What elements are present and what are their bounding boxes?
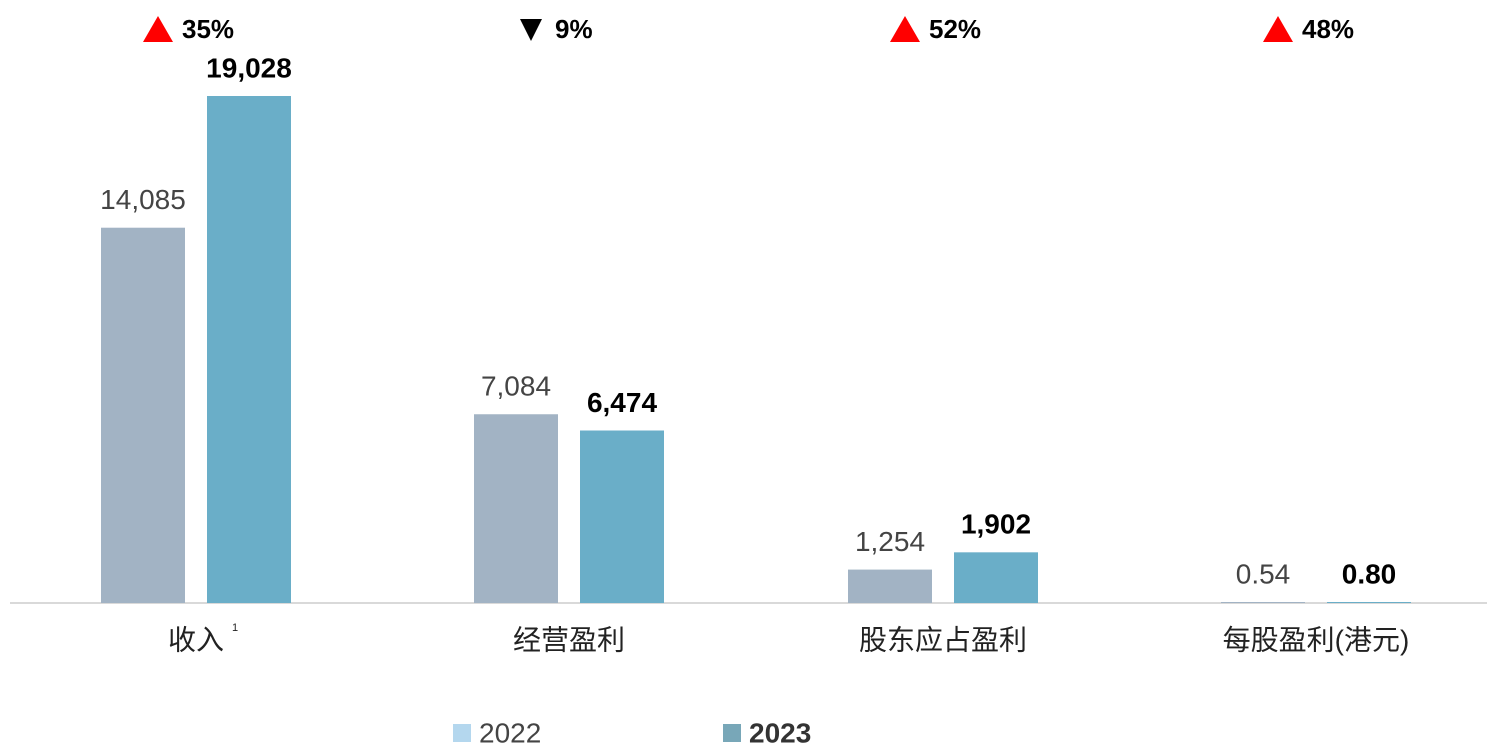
category-label: 经营盈利 [513, 624, 625, 655]
bar [848, 569, 932, 603]
change-label: 35% [182, 14, 234, 44]
legend-swatch [453, 724, 471, 742]
category-label: 收入 [168, 624, 224, 655]
change-label: 48% [1302, 14, 1354, 44]
legend-swatch [723, 724, 741, 742]
bar [474, 414, 558, 603]
category-note: 1 [232, 622, 238, 634]
value-label: 0.54 [1236, 558, 1291, 589]
change-arrow [143, 16, 173, 42]
change-label: 9% [555, 14, 593, 44]
value-label: 6,474 [587, 387, 657, 418]
legend-label: 2023 [749, 717, 811, 745]
change-arrow [890, 16, 920, 42]
change-arrow [520, 19, 542, 41]
category-label: 股东应占盈利 [859, 624, 1027, 655]
value-label: 14,085 [100, 184, 186, 215]
change-label: 52% [929, 14, 981, 44]
bar [101, 227, 185, 603]
change-arrow [1263, 16, 1293, 42]
value-label: 19,028 [206, 52, 292, 83]
value-label: 1,254 [855, 526, 925, 557]
bar [1327, 602, 1411, 603]
bar [207, 96, 291, 603]
category-label: 每股盈利(港元) [1223, 624, 1410, 655]
bar [580, 430, 664, 603]
value-label: 7,084 [481, 371, 551, 402]
value-label: 0.80 [1342, 558, 1397, 589]
bar [954, 552, 1038, 603]
legend-label: 2022 [479, 717, 541, 745]
value-label: 1,902 [961, 509, 1031, 540]
bar [1221, 602, 1305, 603]
